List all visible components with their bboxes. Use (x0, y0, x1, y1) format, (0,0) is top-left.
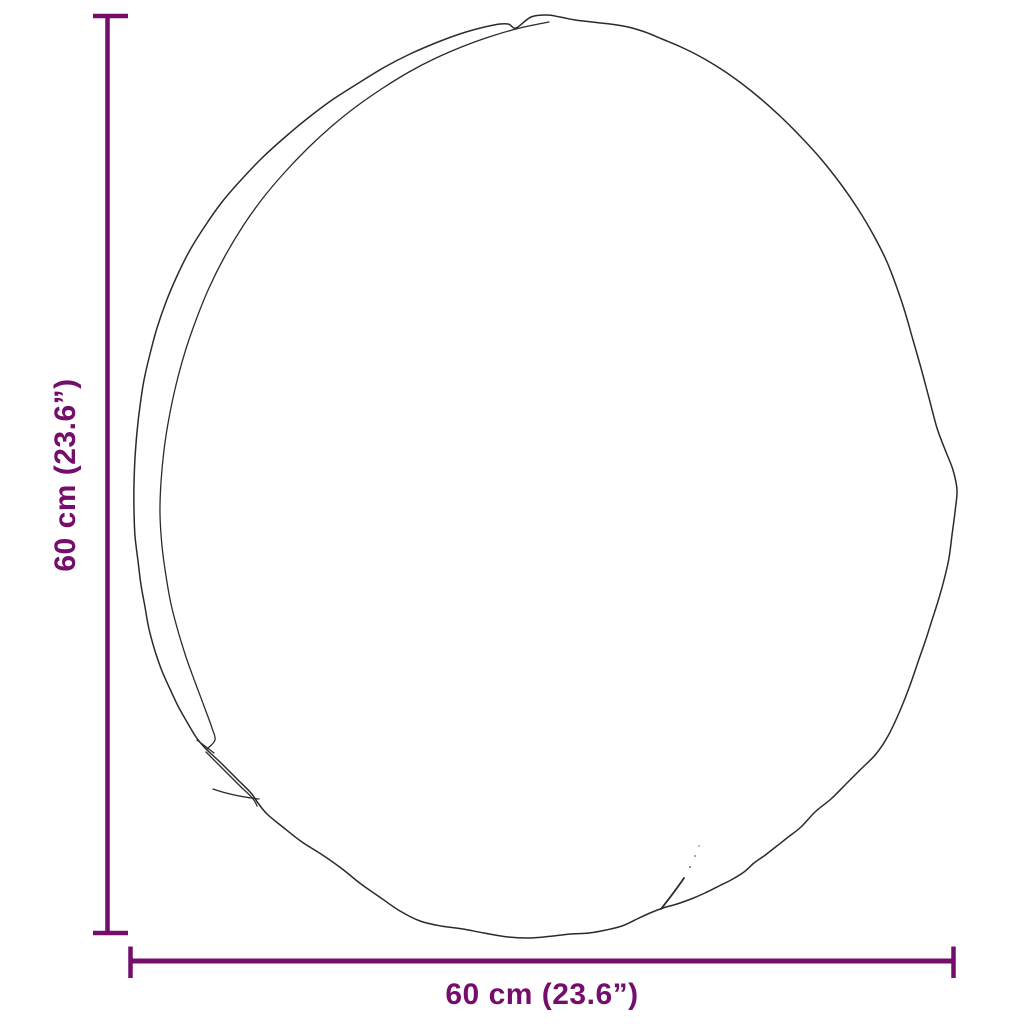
cushion-seam-line (159, 21, 550, 750)
fabric-fold-lip-line (212, 788, 260, 800)
stitch-dots (688, 845, 700, 869)
height-dimension-label: 60 cm (23.6”) (49, 378, 82, 572)
fabric-crease-line (660, 877, 685, 910)
height-dimension (93, 13, 128, 936)
width-dimension-label: 60 cm (23.6”) (445, 978, 639, 1011)
stitch-dot (688, 865, 692, 869)
stitch-dot (698, 845, 700, 847)
stitch-dot (694, 855, 696, 857)
fabric-fold-line (205, 751, 258, 807)
width-dimension (128, 946, 956, 978)
cushion-drawing (133, 14, 958, 939)
fabric-fold-tick (196, 739, 215, 754)
cushion-outline (133, 14, 958, 939)
